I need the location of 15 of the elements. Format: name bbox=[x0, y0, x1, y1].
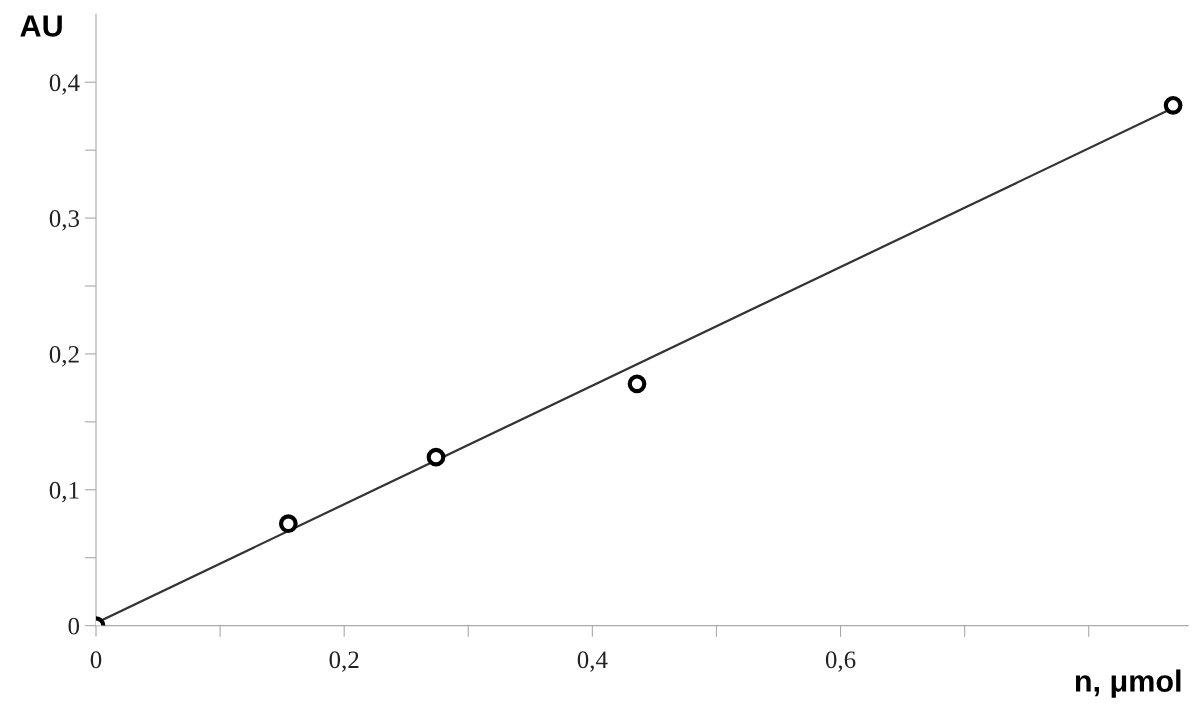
y-tick-label: 0,1 bbox=[49, 481, 79, 503]
x-tick-label: 0,6 bbox=[825, 651, 856, 672]
y-tick-label: 0,3 bbox=[49, 210, 80, 231]
point bbox=[426, 447, 446, 467]
x-tick-label: 0,4 bbox=[577, 651, 608, 672]
point bbox=[627, 374, 647, 394]
x-tick-label: 0 bbox=[90, 651, 102, 669]
y-axis-title: AU bbox=[20, 15, 62, 37]
y-tick-label: 0 bbox=[68, 617, 80, 635]
x-axis-title: n, μmol bbox=[1075, 669, 1181, 698]
point bbox=[278, 514, 298, 534]
point bbox=[1163, 95, 1183, 115]
y-tick-label: 0,4 bbox=[49, 74, 80, 95]
y-tick-label: 0,2 bbox=[49, 345, 79, 367]
x-tick-label: 0,2 bbox=[329, 651, 359, 672]
